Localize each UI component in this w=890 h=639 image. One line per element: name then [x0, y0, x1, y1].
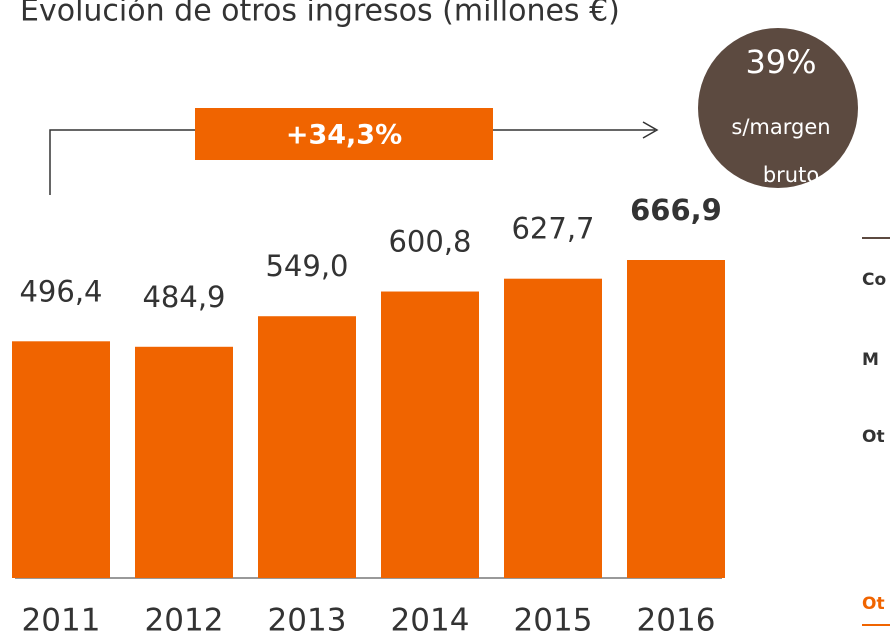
bar: [135, 346, 233, 578]
side-label: M: [862, 350, 879, 370]
value-label: 627,7: [511, 212, 594, 246]
value-label: 600,8: [388, 225, 471, 259]
badge-line: s/margen: [731, 115, 830, 139]
x-tick-label: 2014: [391, 603, 470, 639]
side-label: Ot: [862, 594, 885, 614]
badge-line: bruto: [763, 163, 819, 187]
arrow-head: [642, 121, 659, 139]
growth-label: +34,3%: [286, 120, 402, 151]
value-label: 496,4: [19, 274, 102, 308]
value-label: 484,9: [142, 280, 225, 314]
badge-value: 39%: [745, 43, 816, 81]
side-label: Co: [862, 270, 886, 290]
x-tick-label: 2015: [514, 603, 593, 639]
x-tick-label: 2016: [637, 603, 716, 639]
x-tick-label: 2012: [145, 603, 224, 639]
x-tick-label: 2011: [22, 603, 101, 639]
bar: [381, 291, 479, 578]
bar: [258, 316, 356, 578]
badge-circle: [698, 28, 858, 188]
bar: [504, 278, 602, 578]
value-label: 549,0: [265, 249, 348, 283]
chart-title: Evolución de otros ingresos (millones €): [20, 0, 620, 29]
value-label: 666,9: [630, 193, 722, 227]
bar: [12, 341, 110, 578]
side-label: Ot: [862, 427, 885, 447]
bracket-line: [49, 129, 195, 195]
bar: [627, 260, 725, 578]
x-tick-label: 2013: [268, 603, 347, 639]
growth-box: [195, 108, 493, 160]
